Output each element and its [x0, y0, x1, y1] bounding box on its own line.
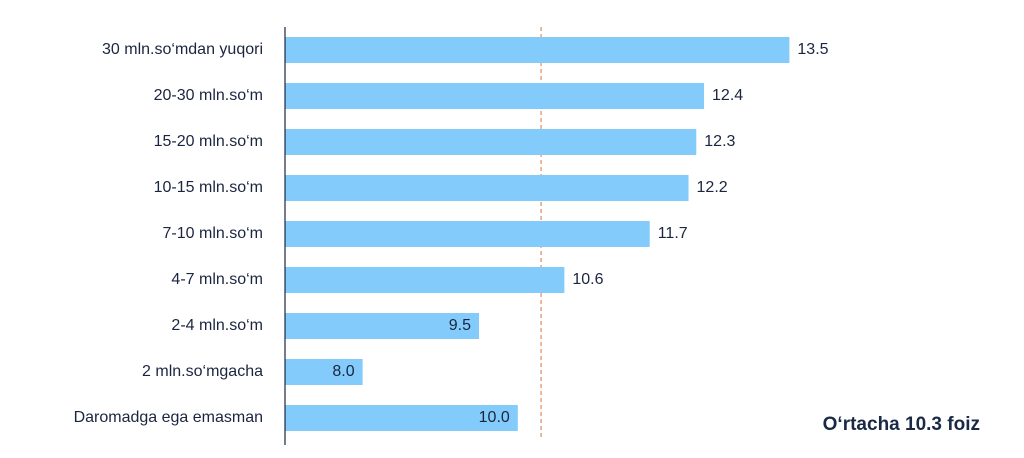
category-label: 20-30 mln.so‘m — [154, 87, 263, 104]
value-label: 12.4 — [712, 87, 743, 104]
bar — [285, 267, 565, 293]
bar — [285, 175, 689, 201]
category-label: Daromadga ega emasman — [74, 409, 263, 426]
category-label: 2-4 mln.so‘m — [171, 317, 263, 334]
bar — [285, 83, 705, 109]
value-label: 12.2 — [697, 179, 728, 196]
value-label: 10.6 — [572, 271, 603, 288]
value-label: 12.3 — [704, 133, 735, 150]
category-label: 15-20 mln.so‘m — [154, 133, 263, 150]
category-label: 10-15 mln.so‘m — [154, 179, 263, 196]
category-label: 4-7 mln.so‘m — [171, 271, 263, 288]
category-label: 30 mln.so‘mdan yuqori — [102, 41, 263, 58]
category-label: 2 mln.so‘mgacha — [142, 363, 263, 380]
bar — [285, 129, 697, 155]
bar — [285, 221, 650, 247]
value-label: 8.0 — [332, 363, 354, 380]
category-label: 7-10 mln.so‘m — [163, 225, 263, 242]
bar — [285, 313, 479, 339]
value-label: 13.5 — [797, 41, 828, 58]
bar — [285, 359, 363, 385]
bar — [285, 37, 790, 63]
value-label: 9.5 — [449, 317, 471, 334]
bar — [285, 405, 518, 431]
average-annotation: O‘rtacha 10.3 foiz — [823, 414, 980, 435]
value-label: 10.0 — [479, 409, 510, 426]
value-label: 11.7 — [658, 225, 688, 242]
